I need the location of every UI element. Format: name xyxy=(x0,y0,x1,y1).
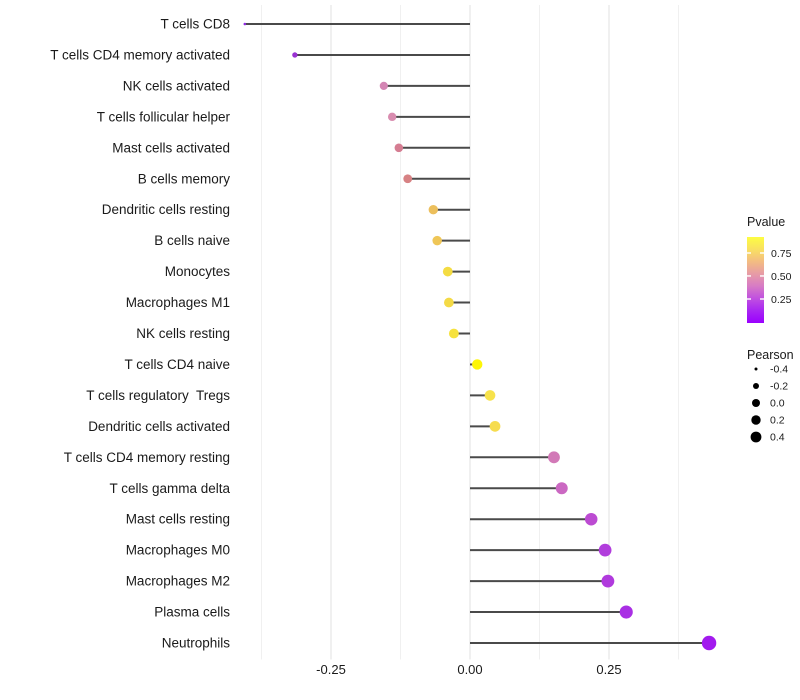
legend-size-dot xyxy=(753,383,759,389)
lollipop-dot xyxy=(444,297,454,308)
legend-size-dot xyxy=(754,367,758,371)
legend-size-dot xyxy=(752,399,760,407)
pvalue-legend-title: Pvalue xyxy=(747,215,785,229)
category-label: Plasma cells xyxy=(154,605,230,620)
legend: Pvalue 0.75 0.50 0.25 Pearson -0.4 -0.2 0.0 0… xyxy=(747,215,794,444)
category-label: NK cells activated xyxy=(123,78,230,93)
lollipop-dot xyxy=(379,81,388,90)
category-label: T cells CD4 naive xyxy=(124,357,230,372)
lollipop-dot xyxy=(619,605,633,619)
category-label: Macrophages M0 xyxy=(126,543,230,558)
pvalue-colorbar xyxy=(747,237,764,323)
category-label: B cells memory xyxy=(138,171,231,186)
lollipop-dot xyxy=(555,482,568,495)
pearson-size-legend: -0.4 -0.2 0.0 0.2 0.4 xyxy=(750,364,788,444)
lollipop-dot xyxy=(701,635,717,651)
category-label: T cells CD4 memory activated xyxy=(50,47,230,62)
legend-size-label: -0.2 xyxy=(770,381,788,393)
lollipop-dot xyxy=(442,266,453,277)
lollipop-dot xyxy=(584,512,598,526)
lollipop-dot xyxy=(548,451,560,464)
category-label: T cells regulatory Tregs xyxy=(86,388,230,403)
pearson-legend-title: Pearson xyxy=(747,348,794,362)
category-label: T cells CD8 xyxy=(160,17,230,32)
lollipop-dots xyxy=(243,22,717,651)
colorbar-tick-label: 0.50 xyxy=(771,271,792,283)
category-label: T cells follicular helper xyxy=(97,109,231,124)
lollipop-dot xyxy=(403,174,413,184)
category-label: Macrophages M2 xyxy=(126,574,230,589)
category-label: Dendritic cells activated xyxy=(88,419,230,434)
category-label: Macrophages M1 xyxy=(126,295,230,310)
category-label: T cells CD4 memory resting xyxy=(64,450,230,465)
lollipop-dot xyxy=(394,143,404,153)
category-label: Mast cells activated xyxy=(112,140,230,155)
legend-size-dot xyxy=(750,431,762,443)
lollipop-dot xyxy=(292,52,298,58)
x-tick-label: 0.00 xyxy=(457,662,482,677)
lollipop-dot xyxy=(387,112,397,122)
lollipop-dot xyxy=(598,543,612,557)
category-label: Neutrophils xyxy=(162,636,231,651)
x-axis-tick-labels: -0.25 0.00 0.25 xyxy=(316,662,621,677)
lollipop-dot xyxy=(472,359,483,370)
x-tick-label: 0.25 xyxy=(596,662,621,677)
lollipop-dot xyxy=(484,390,496,401)
lollipop-stems xyxy=(244,23,710,644)
lollipop-dot xyxy=(243,22,247,26)
pvalue-colorbar-labels: 0.75 0.50 0.25 xyxy=(771,248,792,306)
category-label: Mast cells resting xyxy=(126,512,230,527)
category-label: Monocytes xyxy=(165,264,231,279)
legend-size-label: -0.4 xyxy=(770,364,788,376)
lollipop-dot xyxy=(448,328,459,339)
category-label: Dendritic cells resting xyxy=(102,202,230,217)
pvalue-colorbar-ticks xyxy=(747,252,764,300)
lollipop-dot xyxy=(489,420,501,432)
lollipop-dot xyxy=(432,235,442,246)
category-label: T cells gamma delta xyxy=(109,481,230,496)
legend-size-dot xyxy=(751,415,761,425)
lollipop-dot xyxy=(601,574,615,588)
category-label: B cells naive xyxy=(154,233,230,248)
category-label: NK cells resting xyxy=(136,326,230,341)
gridlines xyxy=(261,5,679,660)
lollipop-dot xyxy=(428,205,439,215)
y-axis-category-labels: T cells CD8 T cells CD4 memory activated N… xyxy=(50,17,230,651)
legend-size-label: 0.2 xyxy=(770,415,785,427)
x-tick-label: -0.25 xyxy=(316,662,346,677)
legend-size-label: 0.4 xyxy=(770,432,785,444)
colorbar-tick-label: 0.25 xyxy=(771,294,792,306)
legend-size-label: 0.0 xyxy=(770,398,785,410)
colorbar-tick-label: 0.75 xyxy=(771,248,792,260)
